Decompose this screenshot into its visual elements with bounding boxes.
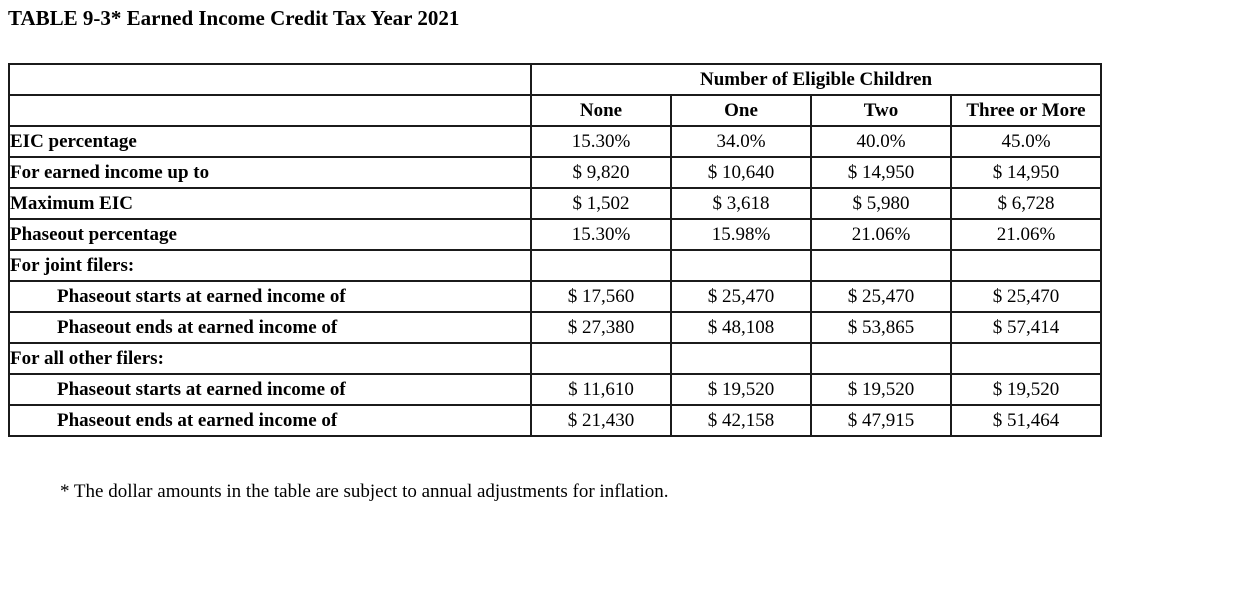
column-header-none: None: [530, 94, 672, 127]
cell-value: 15.98%: [670, 218, 812, 251]
cell-value: $ 14,950: [949, 156, 1103, 189]
cell-value: $ 10,640: [670, 156, 812, 189]
cell-value: $ 1,502: [530, 187, 672, 220]
cell-value: 40.0%: [810, 125, 952, 158]
cell-value: 21.06%: [949, 218, 1103, 251]
corner-cell-top: [8, 63, 532, 96]
table-column-header-row: None One Two Three or More: [8, 94, 1103, 127]
section-label: For all other filers:: [8, 342, 532, 375]
cell-value: $ 47,915: [810, 404, 952, 437]
cell-value: $ 17,560: [530, 280, 672, 313]
row-label: Maximum EIC: [8, 187, 532, 220]
table-row: Phaseout starts at earned income of $ 17…: [8, 280, 1103, 313]
cell-value: $ 25,470: [810, 280, 952, 313]
cell-value-empty: [810, 249, 952, 282]
cell-value: 45.0%: [949, 125, 1103, 158]
row-label: EIC percentage: [8, 125, 532, 158]
cell-value-empty: [530, 249, 672, 282]
row-label: Phaseout percentage: [8, 218, 532, 251]
table-group-header-row: Number of Eligible Children: [8, 63, 1103, 96]
cell-value-empty: [810, 342, 952, 375]
cell-value: $ 9,820: [530, 156, 672, 189]
table-section-row: For all other filers:: [8, 342, 1103, 375]
cell-value: $ 27,380: [530, 311, 672, 344]
cell-value: 21.06%: [810, 218, 952, 251]
row-label: For earned income up to: [8, 156, 532, 189]
column-header-two: Two: [810, 94, 952, 127]
cell-value: $ 6,728: [949, 187, 1103, 220]
cell-value-empty: [949, 342, 1103, 375]
section-label: For joint filers:: [8, 249, 532, 282]
table-row: Phaseout ends at earned income of $ 27,3…: [8, 311, 1103, 344]
cell-value: $ 14,950: [810, 156, 952, 189]
table-section-row: For joint filers:: [8, 249, 1103, 282]
cell-value-empty: [530, 342, 672, 375]
cell-value: $ 3,618: [670, 187, 812, 220]
row-label-indented: Phaseout starts at earned income of: [8, 373, 532, 406]
cell-value: $ 51,464: [949, 404, 1103, 437]
table-row: EIC percentage 15.30% 34.0% 40.0% 45.0%: [8, 125, 1103, 158]
cell-value: $ 19,520: [810, 373, 952, 406]
cell-value: $ 19,520: [670, 373, 812, 406]
cell-value-empty: [670, 342, 812, 375]
table-row: Phaseout starts at earned income of $ 11…: [8, 373, 1103, 406]
corner-cell-bottom: [8, 94, 532, 127]
cell-value: 15.30%: [530, 218, 672, 251]
table-footnote: * The dollar amounts in the table are su…: [60, 481, 669, 502]
cell-value: $ 11,610: [530, 373, 672, 406]
cell-value: $ 21,430: [530, 404, 672, 437]
row-label-indented: Phaseout starts at earned income of: [8, 280, 532, 313]
cell-value-empty: [670, 249, 812, 282]
cell-value: $ 53,865: [810, 311, 952, 344]
page-title: TABLE 9-3* Earned Income Credit Tax Year…: [8, 6, 460, 30]
cell-value: $ 57,414: [949, 311, 1103, 344]
group-header-cell: Number of Eligible Children: [529, 63, 1103, 96]
column-header-three-or-more: Three or More: [949, 94, 1103, 127]
cell-value: $ 48,108: [670, 311, 812, 344]
cell-value: $ 5,980: [810, 187, 952, 220]
cell-value: $ 19,520: [949, 373, 1103, 406]
row-label-indented: Phaseout ends at earned income of: [8, 311, 532, 344]
table-row: Phaseout ends at earned income of $ 21,4…: [8, 404, 1103, 437]
table-row: Phaseout percentage 15.30% 15.98% 21.06%…: [8, 218, 1103, 251]
table-row: Maximum EIC $ 1,502 $ 3,618 $ 5,980 $ 6,…: [8, 187, 1103, 220]
cell-value: $ 42,158: [670, 404, 812, 437]
table-row: For earned income up to $ 9,820 $ 10,640…: [8, 156, 1103, 189]
eic-table: Number of Eligible Children None One Two…: [8, 63, 1103, 437]
cell-value-empty: [949, 249, 1103, 282]
cell-value: 34.0%: [670, 125, 812, 158]
row-label-indented: Phaseout ends at earned income of: [8, 404, 532, 437]
cell-value: $ 25,470: [949, 280, 1103, 313]
column-header-one: One: [670, 94, 812, 127]
cell-value: $ 25,470: [670, 280, 812, 313]
cell-value: 15.30%: [530, 125, 672, 158]
